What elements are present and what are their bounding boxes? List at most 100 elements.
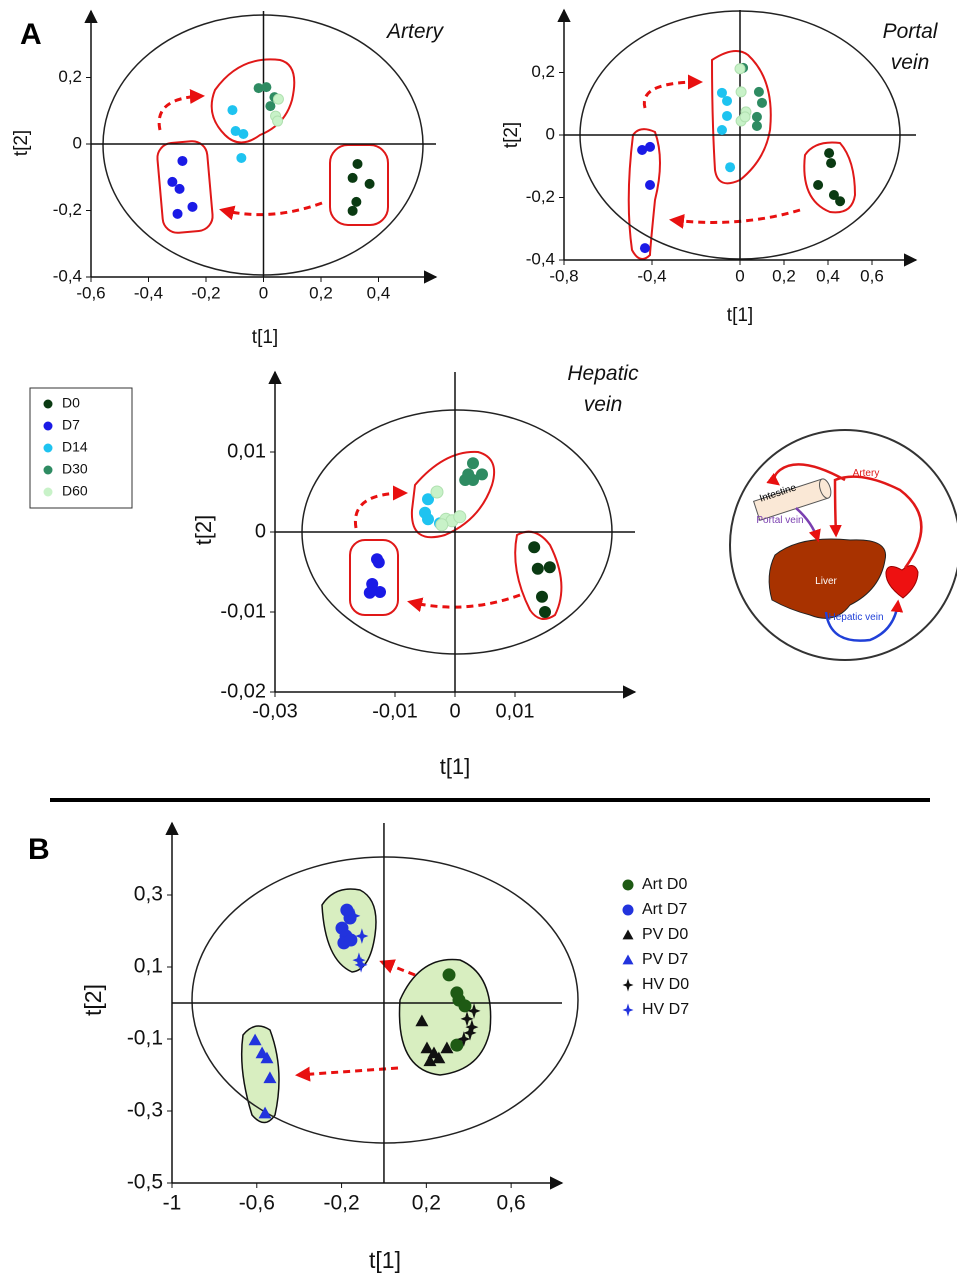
series — [457, 1003, 481, 1047]
point — [835, 196, 846, 207]
legend-marker — [622, 904, 634, 916]
legend-label: HV D7 — [642, 1001, 689, 1018]
legend-marker — [43, 443, 53, 453]
point — [751, 111, 762, 122]
point — [457, 1031, 471, 1047]
point — [354, 957, 368, 973]
chart-title: Portal vein — [882, 20, 938, 74]
series — [363, 553, 386, 599]
point — [734, 63, 746, 75]
diagram-label: Artery — [852, 468, 880, 479]
series — [734, 63, 752, 127]
point — [637, 145, 648, 155]
series — [637, 141, 656, 254]
y-axis-label: t[2] — [80, 984, 106, 1016]
arrow — [219, 201, 323, 221]
artery-vessel — [829, 475, 923, 569]
y-tick-label: 0,1 — [134, 955, 163, 978]
intestine-end — [819, 478, 832, 499]
y-tick-label: -0,2 — [53, 200, 82, 219]
point — [422, 493, 434, 506]
cluster-blob — [398, 958, 492, 1076]
point — [263, 1071, 277, 1084]
x-tick-label: -0,6 — [239, 1192, 275, 1215]
legend-marker — [43, 487, 53, 497]
point — [442, 968, 456, 982]
point — [753, 86, 764, 97]
chart: -0,8 -0,4 0 0,2 0,4 0,6-0,4-0,200,2t[1]t[2] — [501, 8, 918, 326]
x-axis-label: t[1] — [369, 1247, 401, 1273]
x-tick-label: -0,4 — [134, 283, 163, 302]
cluster-outline — [514, 530, 563, 620]
y-tick-label: 0 — [546, 124, 555, 143]
point — [347, 172, 358, 183]
point — [230, 126, 241, 137]
y-tick-label: 0 — [255, 520, 266, 542]
point — [272, 115, 284, 127]
point — [260, 1051, 274, 1064]
point — [347, 205, 358, 216]
point — [739, 111, 751, 123]
series — [459, 457, 488, 486]
x-tick-label: -1 — [163, 1192, 182, 1215]
y-axis-label: t[2] — [11, 130, 32, 156]
point — [757, 97, 767, 108]
x-tick-label: -0,2 — [191, 283, 220, 302]
y-tick-label: 0,2 — [531, 62, 555, 81]
x-tick-label: 0,6 — [497, 1192, 526, 1215]
diagram-label: Liver — [815, 576, 837, 587]
point — [265, 101, 276, 112]
point — [463, 1025, 477, 1041]
legend-marker — [622, 954, 634, 965]
point — [435, 518, 449, 532]
cluster-outline — [803, 141, 857, 214]
legend-label: PV D0 — [642, 926, 688, 943]
point — [465, 1019, 479, 1035]
point — [722, 95, 733, 106]
point — [813, 180, 824, 190]
artery-vessel — [766, 463, 846, 486]
arrow — [669, 208, 801, 229]
chart: -0,03 -0,01 0 0,01 -0,02 -0,01 0 0,01 t[1] t[2] D0… — [29, 370, 637, 779]
point — [828, 190, 839, 200]
point — [167, 176, 178, 187]
x-tick-label: 0,2 — [772, 266, 796, 285]
legend: D0 D7 D14 D30 D60 — [29, 387, 133, 509]
point — [716, 87, 727, 98]
x-tick-label: 0,01 — [496, 700, 535, 722]
x-axis-label: t[1] — [252, 327, 278, 348]
point — [352, 952, 366, 968]
point — [355, 928, 369, 944]
point — [458, 999, 472, 1013]
cluster-outlines — [156, 50, 857, 620]
legend-label: Art D7 — [642, 901, 687, 918]
point — [258, 1106, 272, 1119]
point — [440, 1041, 454, 1054]
y-tick-label: 0,2 — [58, 67, 82, 86]
y-tick-label: 0,01 — [227, 440, 266, 462]
legend-marker — [622, 978, 634, 992]
legend-label: D14 — [62, 439, 88, 455]
point — [177, 155, 188, 166]
point — [248, 1033, 262, 1046]
point — [187, 201, 198, 212]
legend-label: PV D7 — [642, 951, 688, 968]
series — [270, 93, 284, 127]
x-tick-label: 0 — [259, 283, 268, 302]
point — [351, 196, 362, 207]
point — [476, 468, 488, 481]
point — [751, 120, 762, 131]
intestine — [752, 478, 832, 521]
point — [735, 86, 747, 98]
x-tick-label: 0 — [449, 700, 460, 722]
cluster-outline — [627, 128, 661, 260]
panel-label: A — [20, 18, 42, 51]
series — [716, 87, 736, 173]
arrow — [353, 485, 408, 529]
point — [467, 457, 479, 470]
point — [374, 586, 386, 598]
diagram-label: Hepatic vein — [828, 612, 884, 623]
x-tick-label: -0,03 — [252, 700, 298, 722]
series — [813, 148, 846, 207]
legend-label: HV D0 — [642, 976, 689, 993]
